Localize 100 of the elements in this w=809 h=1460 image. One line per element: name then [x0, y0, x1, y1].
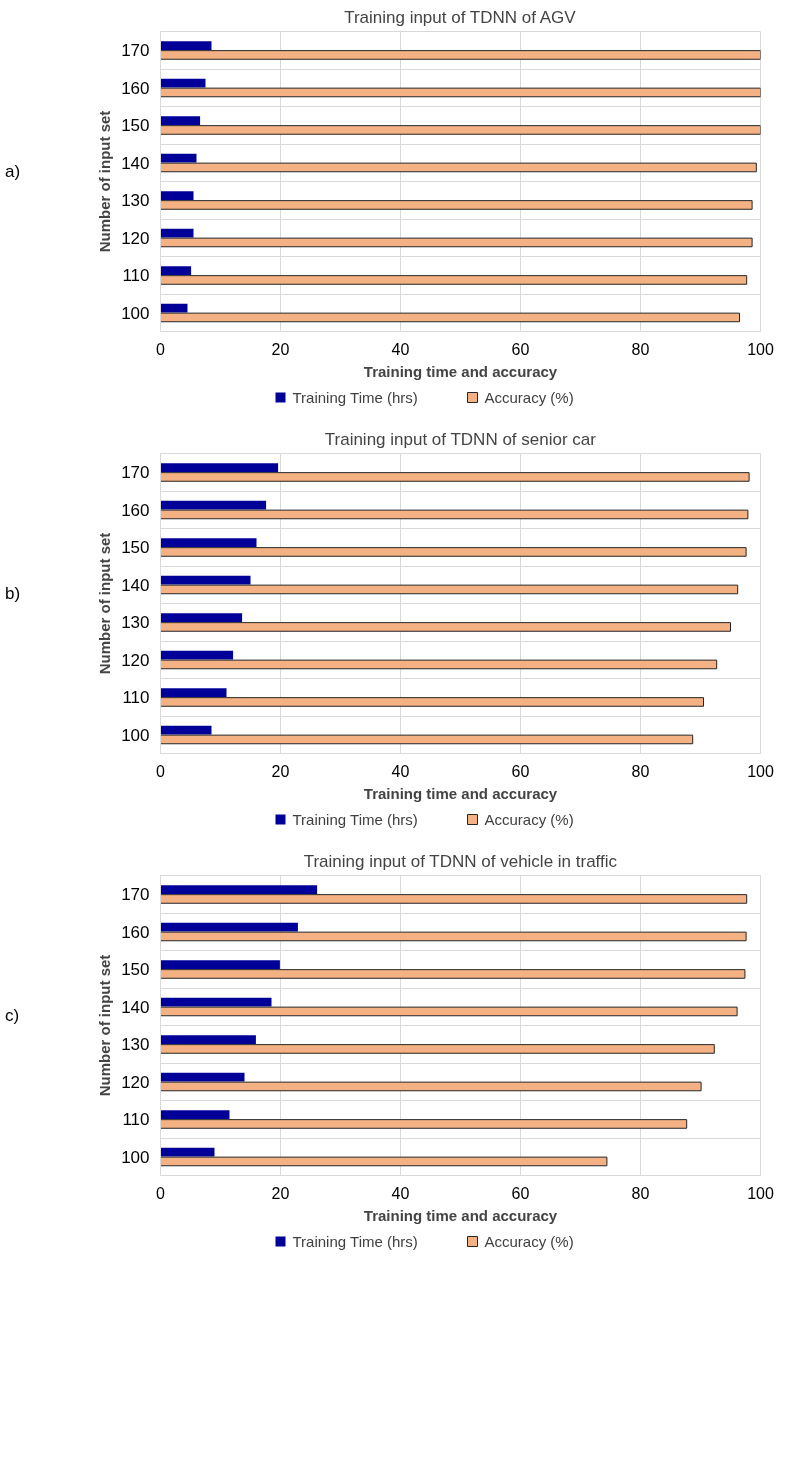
bar: [160, 697, 704, 707]
y-tick-label: 170: [121, 463, 150, 483]
bar: [160, 547, 747, 557]
y-tick-label: 150: [121, 538, 150, 558]
legend-label: Training Time (hrs): [292, 389, 418, 406]
bar: [160, 734, 694, 745]
bar: [160, 41, 212, 50]
bar: [160, 153, 197, 163]
bar: [160, 1035, 256, 1044]
x-tick-label: 40: [391, 1184, 410, 1202]
bar: [160, 931, 747, 942]
bar: [160, 969, 746, 979]
x-axis-title: Training time and accuracy: [363, 1206, 558, 1224]
y-tick-label: 160: [121, 922, 150, 942]
x-tick-label: 60: [511, 340, 530, 358]
x-tick-label: 20: [271, 340, 290, 358]
y-tick-label: 130: [121, 613, 150, 633]
bar: [160, 650, 234, 660]
y-tick-label: 150: [121, 960, 150, 980]
bar: [160, 922, 298, 932]
text: b): [5, 583, 21, 605]
x-tick-label: 100: [747, 762, 774, 780]
legend-label: Accuracy (%): [484, 1233, 574, 1250]
y-tick-label: 170: [121, 885, 150, 905]
bar: [160, 191, 194, 200]
x-tick-label: 60: [511, 762, 530, 780]
y-axis-title: Number of input set: [96, 110, 114, 253]
x-tick-label: 40: [391, 762, 410, 780]
bar: [160, 500, 267, 510]
bar: [160, 509, 749, 520]
bar: [160, 1119, 688, 1129]
chart-title: Training input of TDNN of vehicle in traffic: [303, 851, 618, 871]
x-tick-label: 80: [631, 1184, 650, 1202]
y-tick-label: 100: [121, 1147, 150, 1167]
y-tick-label: 130: [121, 1035, 150, 1055]
y-tick-label: 110: [122, 688, 150, 708]
y-tick-label: 100: [121, 303, 150, 323]
x-tick-label: 40: [391, 340, 410, 358]
bar: [160, 584, 739, 595]
y-tick-label: 110: [122, 1110, 150, 1130]
y-tick-label: 100: [121, 725, 150, 745]
y-tick-label: 130: [121, 191, 150, 211]
bar: [160, 613, 243, 622]
bar: [160, 303, 188, 313]
y-tick-label: 120: [121, 228, 150, 248]
bar: [160, 659, 718, 670]
y-axis-title: Number of input set: [96, 954, 114, 1097]
x-tick-label: 0: [156, 1184, 166, 1202]
bar: [160, 78, 206, 88]
y-tick-label: 140: [121, 997, 150, 1017]
y-axis-title: Number of input set: [96, 532, 114, 675]
text: c): [5, 1005, 20, 1027]
bar: [160, 622, 731, 632]
x-tick-label: 60: [511, 1184, 530, 1202]
legend-label: Training Time (hrs): [292, 811, 418, 828]
legend-label: Training Time (hrs): [292, 1233, 418, 1250]
bar: [160, 312, 740, 323]
bar: [160, 575, 251, 585]
bar: [160, 1147, 215, 1157]
text: a): [5, 161, 21, 183]
legend-label: Accuracy (%): [484, 811, 574, 828]
x-tick-label: 20: [271, 762, 290, 780]
y-tick-label: 120: [121, 650, 150, 670]
y-tick-label: 140: [121, 575, 150, 595]
y-tick-label: 170: [121, 41, 150, 61]
bar: [160, 1156, 608, 1167]
y-tick-label: 110: [122, 266, 150, 286]
bar: [160, 725, 212, 735]
legend-label: Accuracy (%): [484, 389, 574, 406]
bar: [160, 997, 272, 1007]
bar: [160, 960, 280, 969]
bar: [160, 472, 750, 482]
x-tick-label: 0: [156, 340, 166, 358]
bar: [160, 87, 761, 98]
bar: [160, 1006, 738, 1017]
bar: [160, 1072, 245, 1082]
x-tick-label: 80: [631, 762, 650, 780]
bar: [160, 275, 748, 285]
bar: [160, 688, 227, 697]
x-tick-label: 100: [747, 1184, 774, 1202]
chart-title: Training input of TDNN of senior car: [324, 429, 597, 449]
bar: [160, 463, 279, 472]
bar: [160, 116, 201, 125]
y-tick-label: 140: [121, 153, 150, 173]
y-tick-label: 150: [121, 116, 150, 136]
chart-title: Training input of TDNN of AGV: [344, 7, 577, 27]
bar: [160, 885, 318, 894]
bar: [160, 125, 761, 135]
y-tick-label: 160: [121, 78, 150, 98]
x-tick-label: 20: [271, 1184, 290, 1202]
bar: [160, 228, 194, 238]
bar: [160, 50, 761, 60]
bar: [160, 894, 748, 904]
x-tick-label: 0: [156, 762, 166, 780]
bar: [160, 538, 257, 547]
x-tick-label: 80: [631, 340, 650, 358]
x-axis-title: Training time and accuracy: [363, 362, 558, 380]
bar: [160, 1110, 230, 1119]
x-axis-title: Training time and accuracy: [363, 784, 558, 802]
bar: [160, 200, 753, 210]
